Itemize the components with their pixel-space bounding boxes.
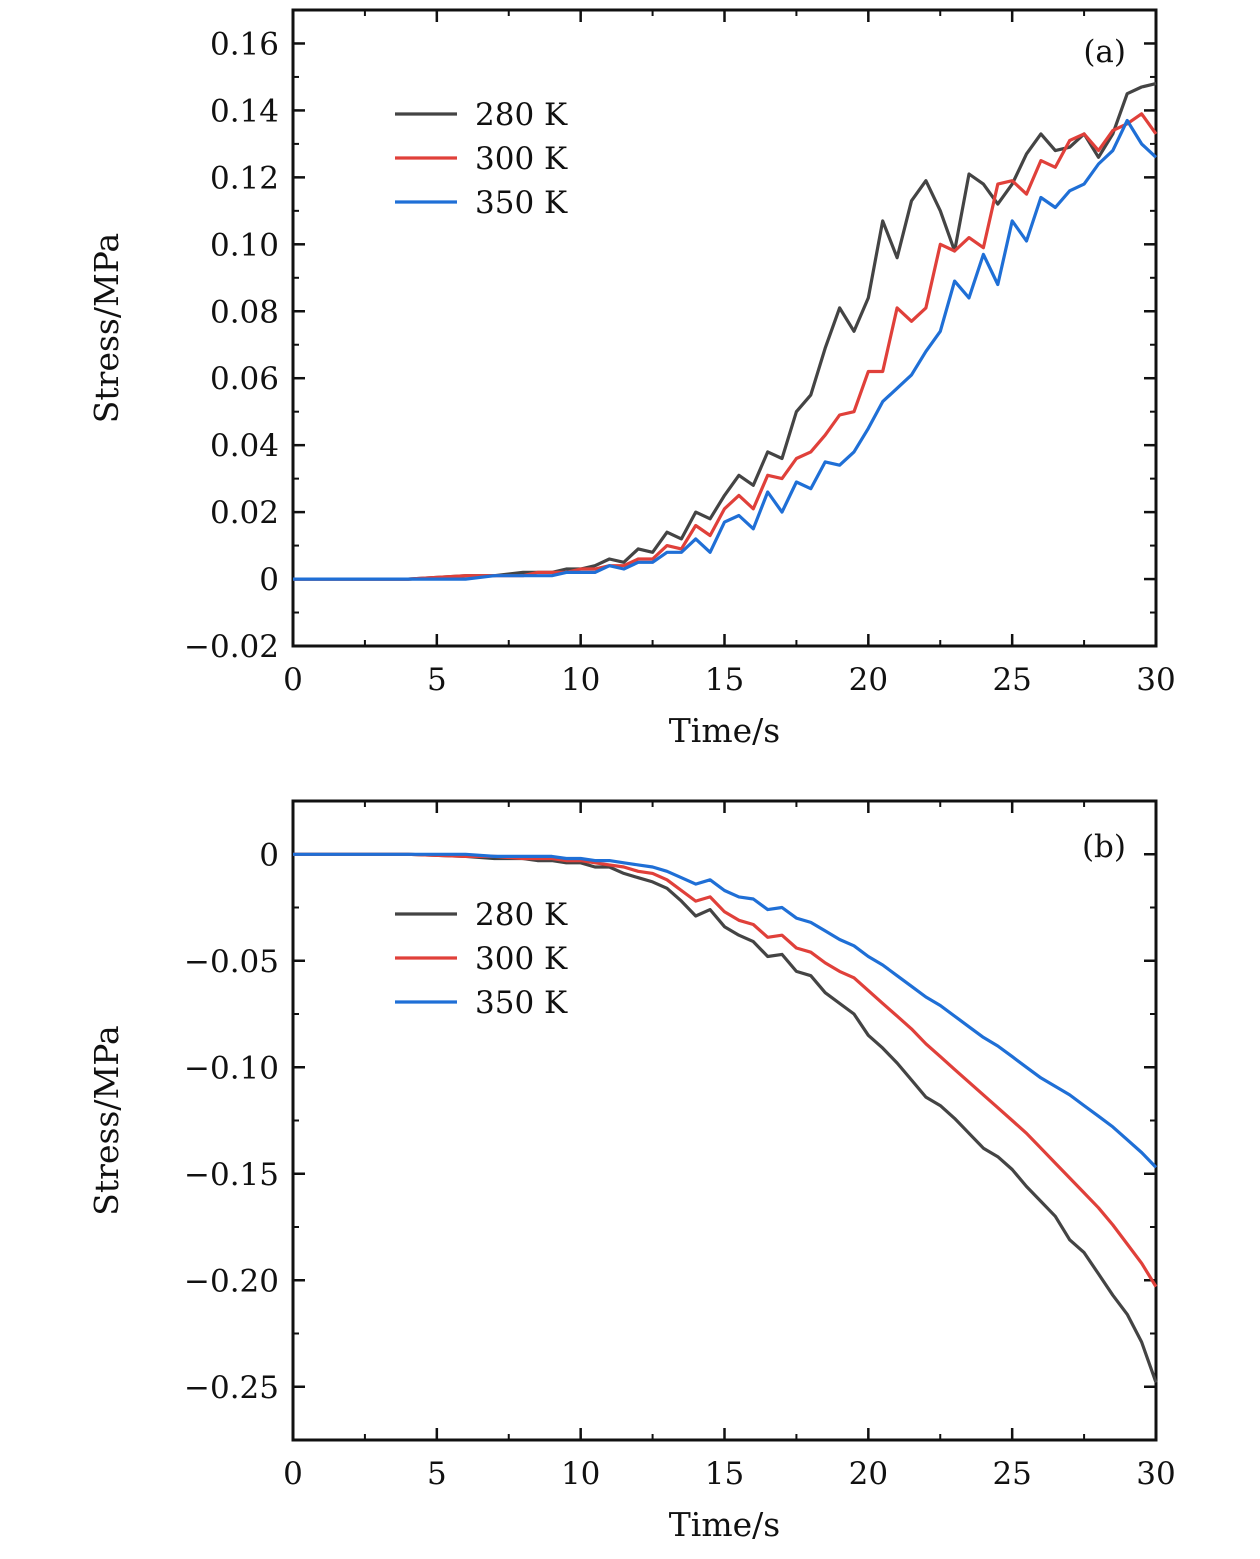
panel-b-chart: 0 −0.05 −0.10 −0.15 −0.20 −0.25 0 5 10 15 20 25 30 Ti…: [87, 799, 1176, 1544]
legend-label: 350 K: [475, 985, 568, 1021]
x-tick-label: 20: [849, 662, 888, 698]
x-tick-label: 20: [849, 1456, 888, 1492]
x-tick-label: 25: [992, 1456, 1031, 1492]
x-tick-label: 25: [992, 662, 1031, 698]
panel-label: (a): [1083, 34, 1126, 70]
y-tick-label: −0.02: [184, 629, 279, 665]
y-tick-label: 0.14: [210, 93, 279, 129]
x-tick-label: 30: [1136, 1456, 1175, 1492]
plot-frame: [291, 799, 1158, 1442]
y-tick-label: 0.04: [210, 428, 279, 464]
y-tick-label: −0.20: [184, 1263, 279, 1299]
x-tick-label: 30: [1136, 662, 1175, 698]
y-axis-label: Stress/MPa: [87, 1025, 126, 1215]
x-tick-label: 5: [427, 662, 447, 698]
legend-label: 280 K: [475, 897, 568, 933]
panel-label: (b): [1082, 829, 1126, 865]
legend-label: 350 K: [475, 185, 568, 221]
series-line-350k: [293, 852, 1158, 1169]
series-line-280k: [293, 852, 1158, 1384]
y-tick-label: 0.16: [210, 26, 279, 62]
plot-frame: [291, 8, 1158, 648]
y-tick-label: 0.02: [210, 495, 279, 531]
series-line-350k: [293, 118, 1158, 581]
y-tick-label: 0.10: [210, 227, 279, 263]
x-tick-label: 0: [283, 1456, 303, 1492]
x-axis-label: Time/s: [669, 1505, 780, 1544]
legend-label: 280 K: [475, 97, 568, 133]
x-axis-label: Time/s: [669, 711, 780, 750]
series-line-280k: [293, 82, 1157, 581]
x-tick-label: 5: [427, 1456, 447, 1492]
series-line-300k: [293, 852, 1158, 1288]
y-tick-label: 0: [259, 837, 279, 873]
legend-label: 300 K: [475, 941, 568, 977]
series-line-300k: [293, 112, 1158, 581]
x-tick-label: 15: [705, 662, 744, 698]
x-tick-label: 15: [705, 1456, 744, 1492]
legend-label: 300 K: [475, 141, 568, 177]
y-tick-label: 0.12: [210, 160, 279, 196]
y-tick-label: −0.15: [184, 1157, 279, 1193]
y-tick-label: 0.08: [210, 294, 279, 330]
y-tick-label: −0.05: [184, 944, 279, 980]
y-tick-label: −0.25: [184, 1370, 279, 1406]
y-axis-label: Stress/MPa: [87, 233, 126, 423]
x-tick-label: 0: [283, 662, 303, 698]
x-tick-label: 10: [561, 1456, 600, 1492]
y-tick-label: 0: [259, 562, 279, 598]
y-tick-label: 0.06: [210, 361, 279, 397]
x-tick-label: 10: [561, 662, 600, 698]
y-tick-label: −0.10: [184, 1050, 279, 1086]
